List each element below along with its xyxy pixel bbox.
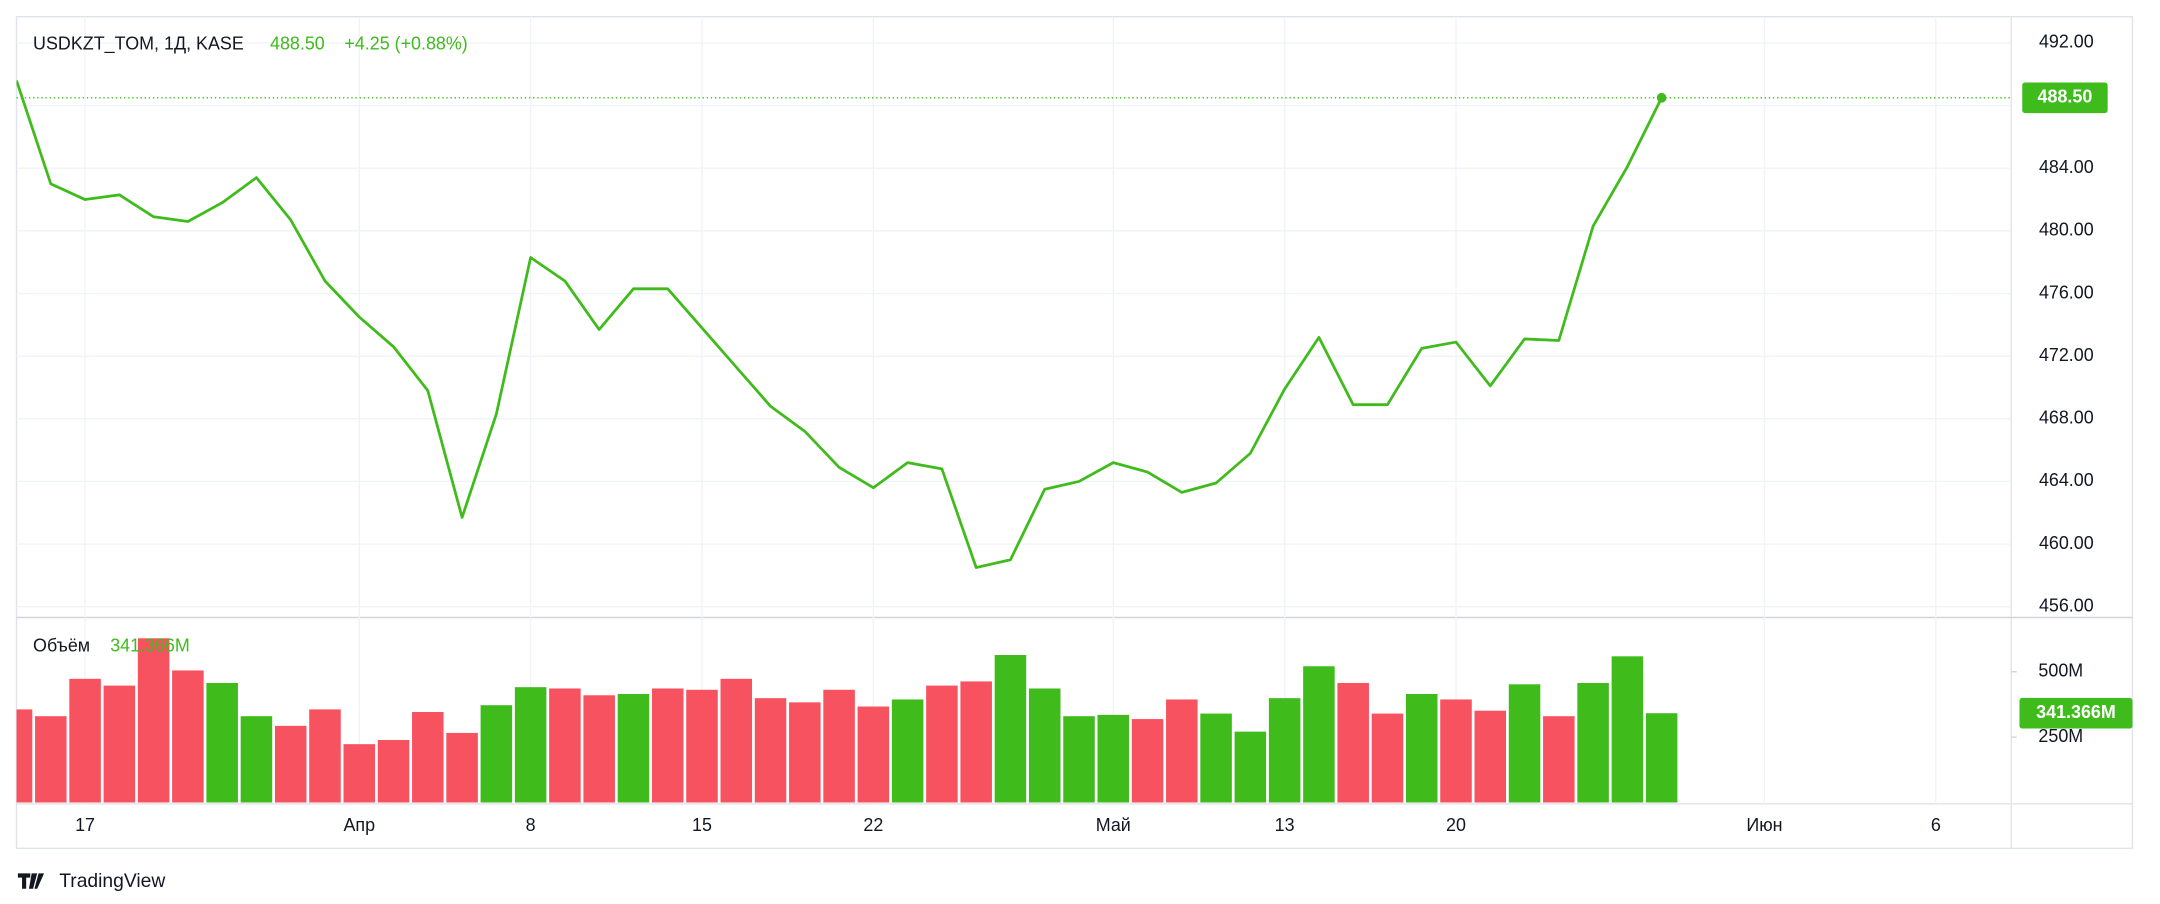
- volume-bar: [343, 744, 376, 803]
- brand-logo: TradingView: [17, 870, 166, 892]
- y-tick-label: 460.00: [2039, 533, 2094, 553]
- x-tick-label: 17: [75, 815, 95, 835]
- volume-bar: [137, 638, 170, 803]
- volume-bar: [960, 681, 992, 803]
- grid: [16, 16, 2012, 804]
- volume-bar: [857, 706, 890, 803]
- volume-bar: [823, 689, 855, 803]
- x-tick-label: 6: [1931, 815, 1941, 835]
- volume-bar: [412, 712, 444, 803]
- symbol-title: USDKZT_TOM, 1Д, KASE: [33, 33, 244, 54]
- volume-bar: [274, 725, 307, 803]
- volume-bar: [1200, 713, 1232, 803]
- chart-frame: [15, 15, 2134, 850]
- x-tick-label: 8: [526, 815, 536, 835]
- y-tick-label: 500M: [2038, 660, 2083, 680]
- last-point: [1656, 92, 1667, 103]
- price-tag: [2022, 82, 2108, 114]
- volume-bar: [1543, 716, 1575, 803]
- y-tick-label: 456.00: [2039, 595, 2094, 615]
- y-tick-label: 250M: [2038, 726, 2083, 746]
- volume-bar: [720, 678, 753, 803]
- volume-bar: [309, 709, 341, 803]
- x-tick-label: 20: [1446, 815, 1466, 835]
- volume-tag: [2019, 697, 2133, 729]
- volume-bar: [1131, 719, 1164, 803]
- y-tick-label: 476.00: [2039, 282, 2094, 302]
- y-tick-label: 492.00: [2039, 32, 2094, 52]
- volume-bar: [686, 689, 718, 803]
- volume-bar: [35, 716, 67, 803]
- volume-bar: [480, 705, 513, 803]
- y-tick-label: 464.00: [2039, 470, 2094, 490]
- volume-bar: [994, 655, 1027, 803]
- volume-bar: [789, 702, 821, 803]
- volume-bar: [1166, 699, 1198, 803]
- y-tick-label: 468.00: [2039, 407, 2094, 427]
- volume-bar: [754, 698, 787, 803]
- volume-last: 341.366M: [110, 635, 190, 655]
- volume-bar: [514, 687, 547, 803]
- volume-bar: [1508, 684, 1541, 803]
- volume-bar: [583, 695, 615, 803]
- x-tick-label: 15: [692, 815, 712, 835]
- volume-bar: [206, 682, 238, 803]
- price-tag-label: 488.50: [2038, 86, 2093, 106]
- volume-bar: [1268, 698, 1301, 803]
- brand-name: TradingView: [59, 870, 166, 892]
- volume-bar: [446, 732, 478, 803]
- volume-bar: [1405, 693, 1438, 803]
- volume-tag-label: 341.366M: [2036, 702, 2116, 722]
- volume-bar: [651, 688, 684, 803]
- volume-bar: [1577, 682, 1609, 803]
- y-tick-label: 472.00: [2039, 345, 2094, 365]
- x-tick-label: Апр: [343, 815, 375, 835]
- price-pane: [16, 80, 2012, 569]
- volume-bar: [16, 709, 33, 803]
- volume-bar: [69, 678, 101, 803]
- logo-mark: [17, 873, 45, 889]
- volume-bar: [1611, 656, 1644, 803]
- y-tick-label: 480.00: [2039, 220, 2094, 240]
- volume-bar: [1371, 713, 1404, 803]
- volume-bar: [1028, 688, 1061, 803]
- volume-bar: [377, 739, 410, 803]
- volume-bar: [1097, 714, 1130, 803]
- volume-bar: [1303, 666, 1335, 803]
- volume-bar: [240, 716, 273, 803]
- last-price: 488.50: [270, 33, 325, 53]
- volume-bar: [1063, 716, 1095, 803]
- volume-bar: [1645, 713, 1678, 803]
- price-change: +4.25 (+0.88%): [344, 33, 467, 53]
- volume-bar: [1234, 731, 1267, 803]
- volume-bar: [172, 670, 204, 803]
- volume-bar: [617, 693, 650, 803]
- price-line: [16, 80, 1663, 569]
- volume-pane: [16, 638, 1678, 803]
- volume-title: Объём: [33, 635, 90, 655]
- x-tick-label: Май: [1096, 815, 1131, 835]
- x-tick-label: Июн: [1746, 815, 1782, 835]
- volume-bar: [1474, 710, 1507, 803]
- volume-bar: [1337, 682, 1369, 803]
- x-tick-label: 13: [1275, 815, 1295, 835]
- volume-bar: [926, 685, 958, 803]
- volume-bar: [103, 685, 136, 803]
- y-tick-label: 484.00: [2039, 157, 2094, 177]
- volume-bar: [1440, 699, 1472, 803]
- volume-bar: [549, 688, 581, 803]
- legend: USDKZT_TOM, 1Д, KASE 488.50 +4.25 (+0.88…: [33, 33, 468, 655]
- axes: 456.00 460.00 464.00 468.00 472.00 476.00 480.…: [75, 32, 2133, 835]
- x-tick-label: 22: [863, 815, 883, 835]
- volume-bar: [891, 699, 924, 803]
